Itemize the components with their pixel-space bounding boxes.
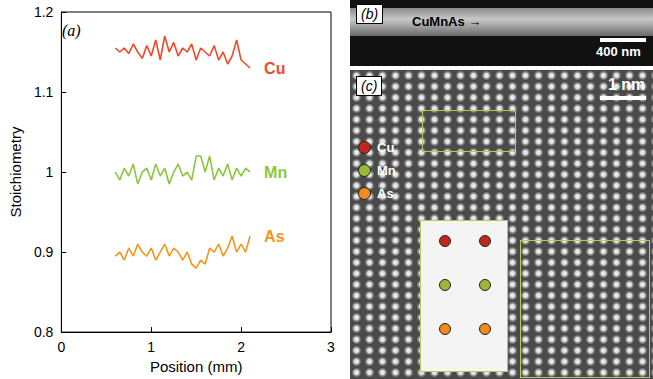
svg-text:0: 0 <box>57 339 65 355</box>
svg-text:Stoichiometry: Stoichiometry <box>7 126 24 217</box>
svg-text:(a): (a) <box>62 22 81 40</box>
svg-text:0.8: 0.8 <box>34 324 54 340</box>
svg-text:3: 3 <box>327 339 335 355</box>
svg-text:Mn: Mn <box>264 164 287 181</box>
svg-text:1: 1 <box>147 339 155 355</box>
svg-text:0.9: 0.9 <box>34 244 54 260</box>
svg-text:As: As <box>264 228 285 245</box>
svg-text:Position (mm): Position (mm) <box>150 358 243 375</box>
html-text:Mn: Mn <box>377 163 396 178</box>
html-text:Cu: Cu <box>377 140 395 155</box>
svg-text:1: 1 <box>46 164 54 180</box>
svg-text:1.1: 1.1 <box>34 84 54 100</box>
html-text:400 nm: 400 nm <box>596 44 641 59</box>
svg-text:1.2: 1.2 <box>34 4 54 20</box>
svg-text:2: 2 <box>237 339 245 355</box>
html-text:1 nm: 1 nm <box>608 76 646 93</box>
html-text:As: As <box>377 186 394 201</box>
html-text:(c): (c) <box>361 78 378 94</box>
svg-text:Cu: Cu <box>264 60 285 77</box>
html-text:(b): (b) <box>361 6 379 22</box>
html-text:CuMnAs →: CuMnAs → <box>412 14 482 29</box>
